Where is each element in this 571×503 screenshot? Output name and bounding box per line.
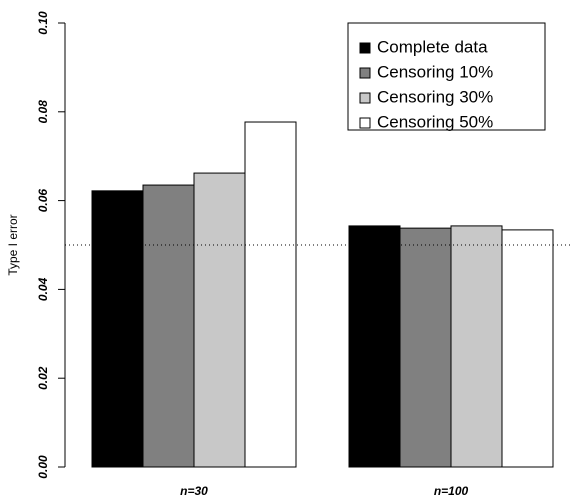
bar	[348, 225, 401, 468]
legend-swatch	[359, 67, 371, 79]
legend-label: Complete data	[377, 37, 488, 56]
legend-box	[347, 22, 546, 131]
bar	[399, 227, 452, 468]
bar	[142, 184, 195, 468]
legend-label: Censoring 10%	[377, 62, 493, 81]
x-tick-label: n=100	[434, 484, 469, 498]
bar	[501, 229, 554, 468]
legend-label: Censoring 30%	[377, 87, 493, 106]
legend-label: Censoring 50%	[377, 112, 493, 131]
legend-swatch	[359, 92, 371, 104]
y-tick-label: 0.02	[36, 366, 50, 390]
y-tick-label: 0.06	[36, 189, 50, 213]
bar	[91, 190, 144, 468]
x-tick-label: n=30	[180, 484, 208, 498]
y-tick-label: 0.00	[36, 455, 50, 479]
bar	[193, 172, 246, 468]
legend-swatch	[359, 42, 371, 54]
y-tick-label: 0.08	[36, 100, 50, 124]
bar	[244, 121, 297, 468]
legend-swatch	[359, 117, 371, 129]
y-tick-label: 0.10	[36, 11, 50, 35]
bar	[450, 225, 503, 468]
y-axis-label: Type I error	[6, 214, 20, 275]
y-tick-label: 0.04	[36, 277, 50, 301]
